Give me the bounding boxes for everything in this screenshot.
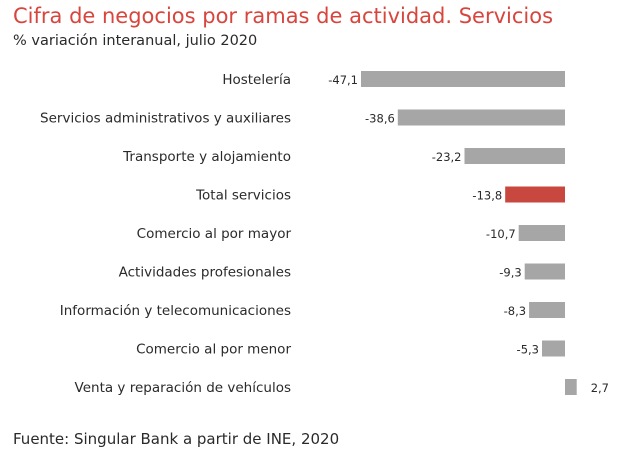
value-label: -13,8	[472, 189, 502, 203]
value-label: -47,1	[328, 73, 358, 87]
value-label: -10,7	[486, 227, 516, 241]
bar	[518, 225, 565, 241]
category-label: Servicios administrativos y auxiliares	[40, 111, 291, 127]
bar	[542, 340, 565, 357]
bar	[397, 109, 565, 126]
category-label: Información y telecomunicaciones	[60, 303, 291, 319]
value-label: -23,2	[432, 150, 462, 164]
source-note: Fuente: Singular Bank a partir de INE, 2…	[13, 430, 340, 448]
value-label: 2,7	[591, 381, 609, 395]
category-label: Comercio al por menor	[136, 342, 291, 358]
category-label: Comercio al por mayor	[137, 226, 292, 242]
category-label: Venta y reparación de vehículos	[75, 380, 291, 396]
chart-subtitle: % variación interanual, julio 2020	[13, 33, 258, 49]
bar	[529, 302, 565, 318]
bar	[464, 148, 565, 164]
chart-title: Cifra de negocios por ramas de actividad…	[13, 4, 554, 28]
value-label: -8,3	[504, 304, 526, 318]
category-label: Hostelería	[222, 72, 291, 88]
bar	[524, 263, 565, 280]
category-label: Total servicios	[195, 188, 291, 204]
bar	[361, 71, 565, 87]
value-label: -5,3	[517, 343, 539, 357]
value-label: -38,6	[365, 112, 395, 126]
category-label: Transporte y alojamiento	[122, 149, 291, 165]
bar	[565, 379, 577, 395]
value-label: -9,3	[499, 266, 521, 280]
bar	[505, 186, 565, 203]
category-label: Actividades profesionales	[119, 265, 291, 281]
